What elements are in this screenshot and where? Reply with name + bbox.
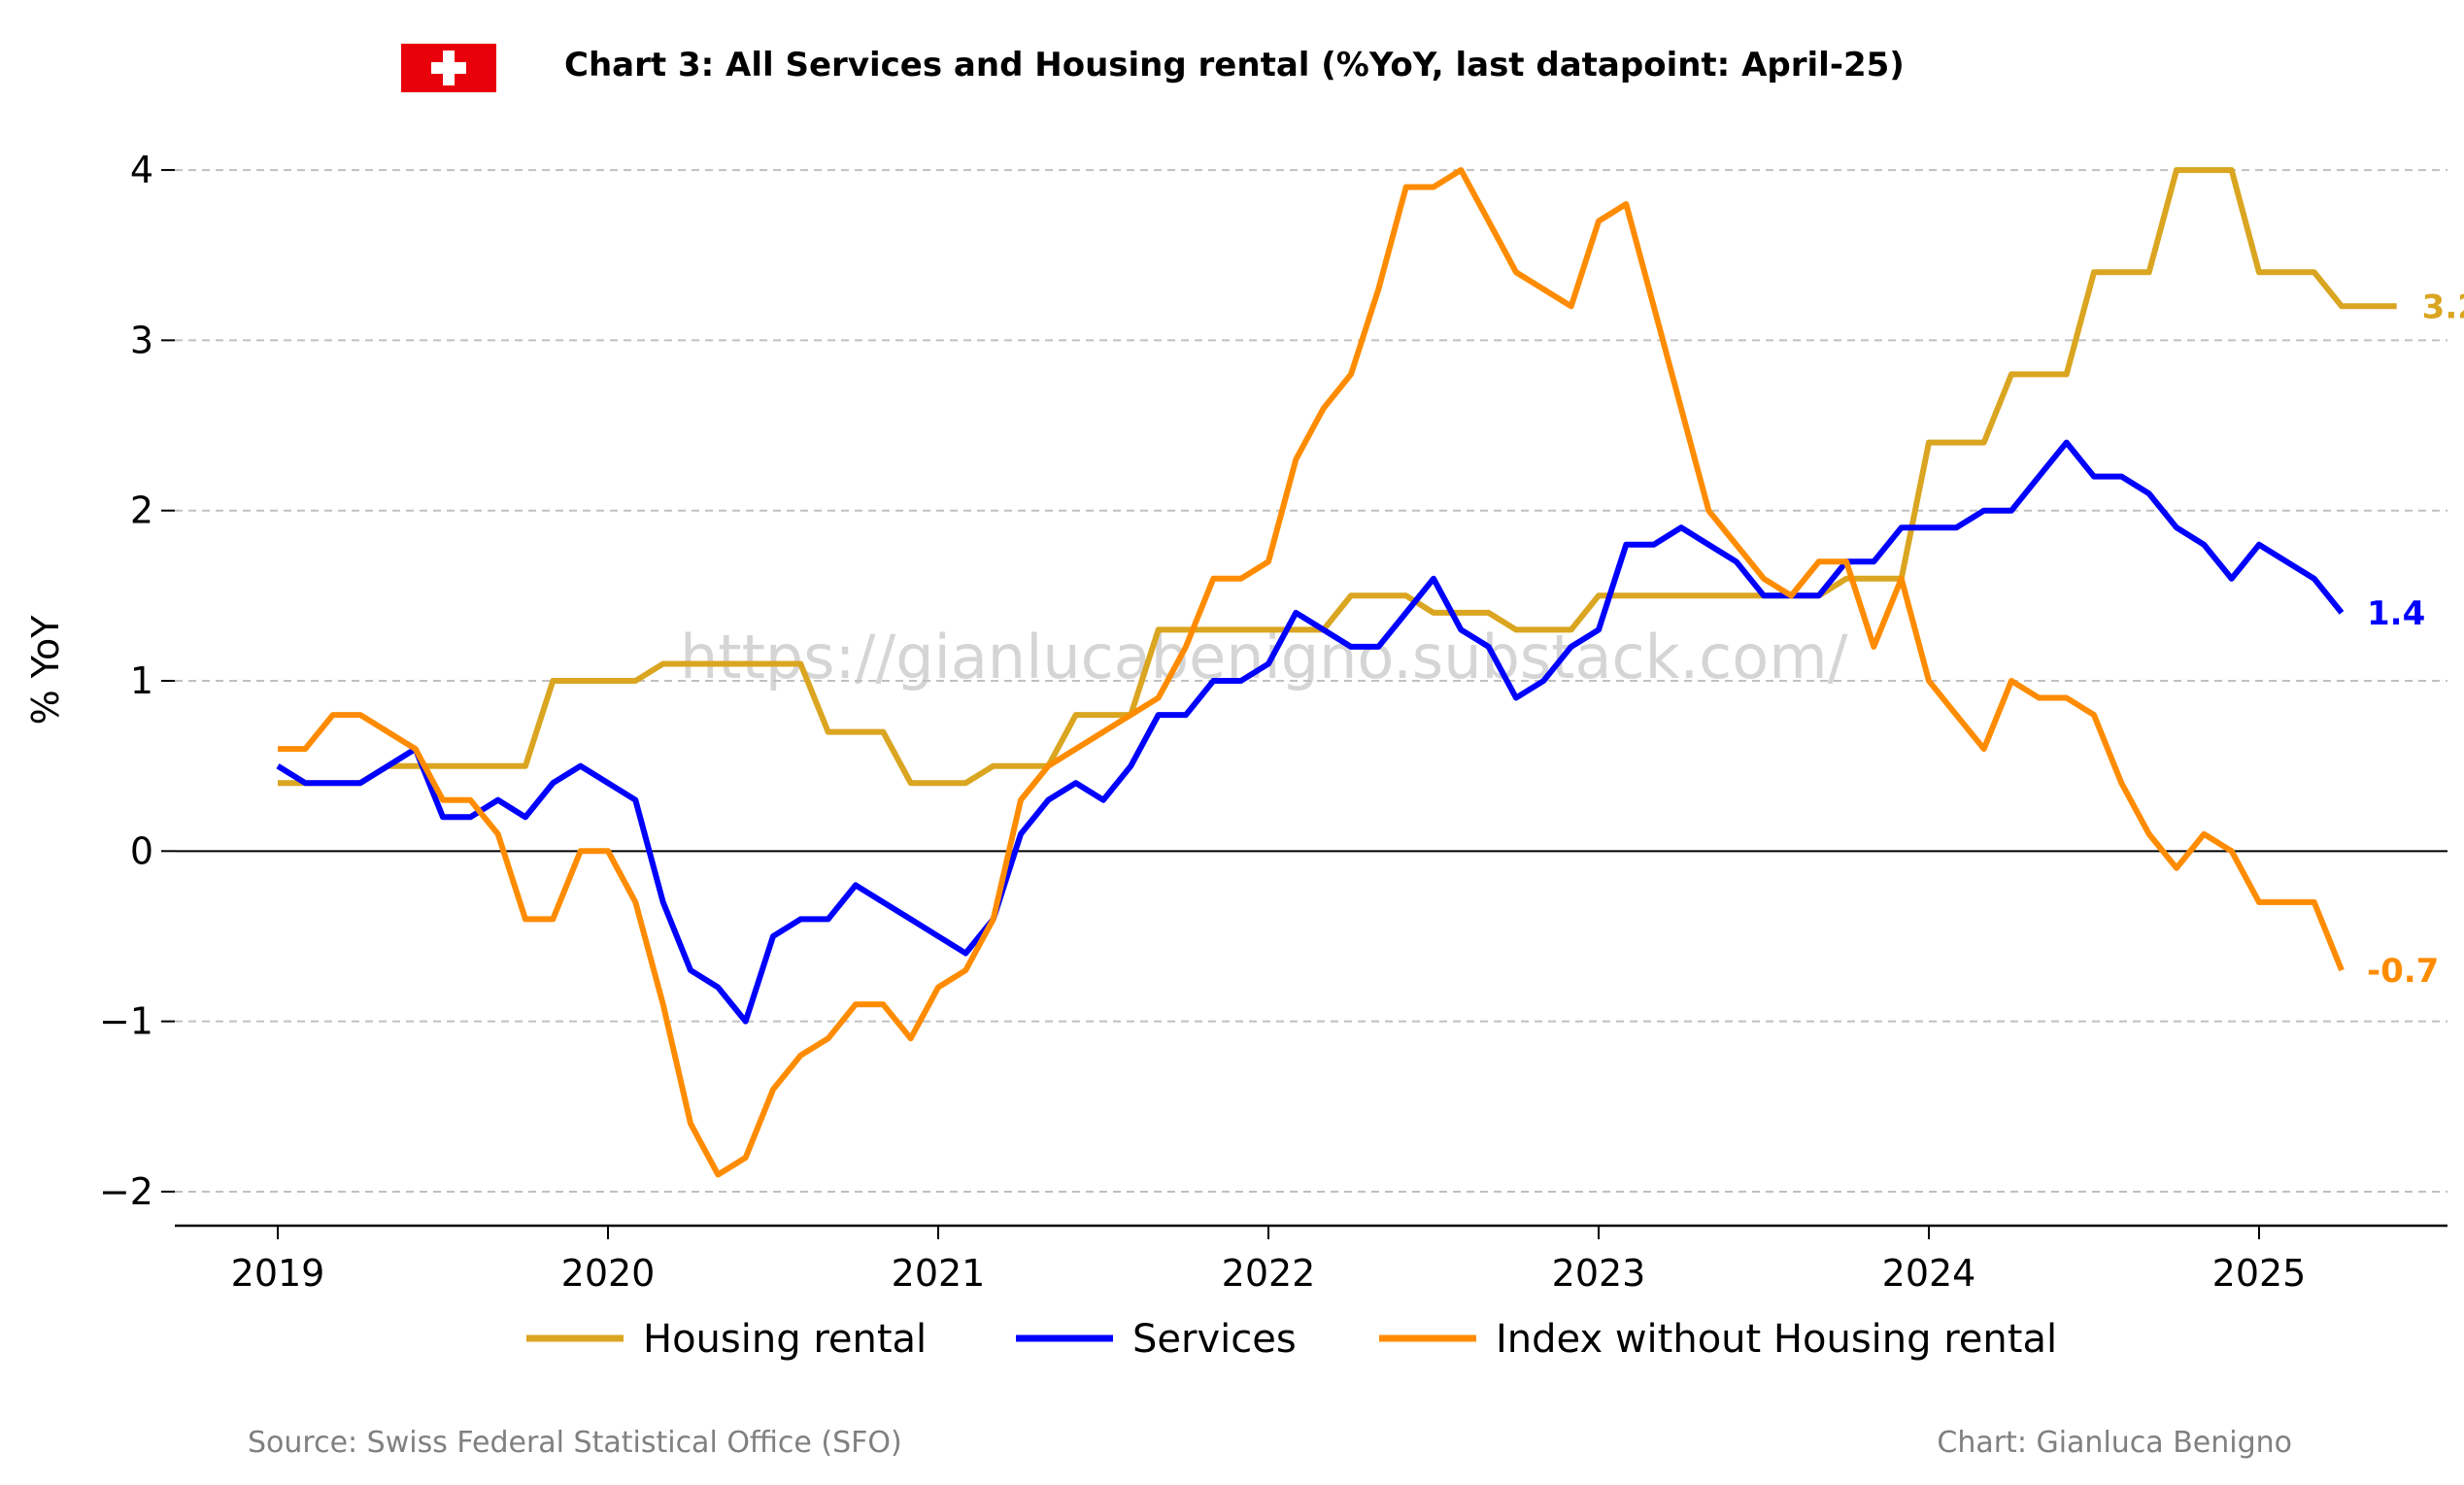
chart-title: Chart 3: All Services and Housing rental… [564,46,1905,84]
legend: Housing rental Services Index without Hous… [526,1317,2057,1362]
x-axis: 2019 2020 2021 2022 2023 2024 2025 [175,1224,2447,1295]
x-tick-label: 2023 [1552,1252,1646,1295]
series-lines [276,167,2397,1178]
legend-label-1: Services [1132,1317,1297,1362]
gridlines [175,169,2447,1193]
x-tick-label: 2022 [1222,1252,1316,1295]
end-labels: 3.2 1.4 -0.7 [2367,287,2464,991]
x-tick-label: 2025 [2212,1252,2307,1295]
end-label-2: -0.7 [2367,952,2439,991]
series-line-0 [278,167,2397,787]
y-tick-label: −1 [99,1000,153,1043]
end-label-0: 3.2 [2422,287,2464,326]
series-line-2 [278,167,2345,1178]
swiss-flag-icon [401,44,496,92]
legend-label-0: Housing rental [643,1317,927,1362]
x-tick-label: 2024 [1882,1252,1976,1295]
x-tick-label: 2020 [561,1252,656,1295]
y-tick-label: 2 [130,489,153,532]
y-tick-label: 3 [130,319,153,361]
end-label-1: 1.4 [2367,594,2425,633]
series-line-1 [276,439,2345,1025]
y-axis: 4 3 2 1 0 −1 −2 [99,149,175,1213]
y-axis-label: % YoY [24,615,67,726]
y-tick-label: −2 [99,1170,153,1213]
chart-credit: Chart: Gianluca Benigno [1937,1426,2292,1460]
source-note: Source: Swiss Federal Statistical Office… [248,1426,902,1460]
x-tick-label: 2019 [231,1252,325,1295]
x-tick-label: 2021 [892,1252,986,1295]
y-tick-label: 4 [130,149,153,191]
y-tick-label: 0 [130,829,153,872]
y-tick-label: 1 [130,659,153,702]
legend-label-2: Index without Housing rental [1496,1317,2057,1362]
